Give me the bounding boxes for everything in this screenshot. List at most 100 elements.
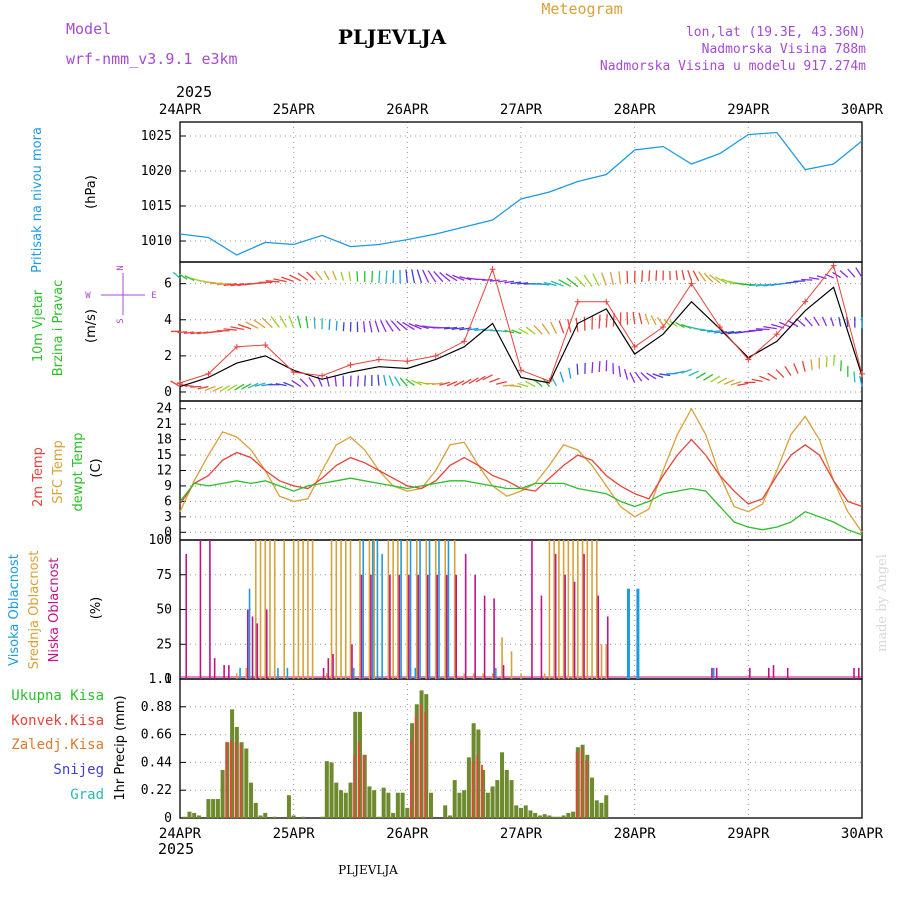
wind-barb — [197, 385, 209, 390]
precip-total-bar — [495, 780, 500, 818]
precip-total-bar — [471, 723, 476, 818]
precip-conv-bar — [419, 704, 422, 818]
wind-barb — [618, 271, 622, 285]
cloud-bar — [389, 574, 391, 679]
wind-barb — [652, 373, 664, 379]
precip-total-bar — [599, 802, 604, 818]
wind-barb — [388, 375, 394, 387]
wind-barb — [468, 377, 479, 385]
precip-total-bar — [528, 810, 533, 818]
cloud-bar — [332, 653, 334, 679]
cloud-bar — [199, 540, 202, 679]
wind-barb — [368, 320, 373, 333]
wind-barb — [840, 360, 842, 372]
cloud-bar — [447, 540, 450, 679]
wind-barb — [183, 331, 195, 335]
wind-barb — [518, 328, 529, 335]
wind-barb — [445, 273, 458, 282]
cloud-bar — [307, 540, 309, 679]
wind-barb — [541, 323, 550, 335]
wind-barb — [342, 322, 345, 332]
wind-barb — [669, 320, 678, 328]
cloud-bar — [501, 637, 503, 679]
precip-total-bar — [249, 782, 254, 818]
wind-barb — [414, 324, 429, 330]
wind-barb — [489, 377, 500, 383]
cloud-bar — [398, 574, 401, 679]
precip-total-bar — [263, 812, 268, 818]
cloud-bar — [236, 673, 238, 679]
precip-total-bar — [405, 807, 410, 818]
cloud-ylabel: (%) — [89, 597, 104, 620]
wind-barb — [305, 316, 309, 329]
gust-marker — [802, 298, 809, 305]
precip-total-bar — [514, 805, 519, 818]
wind-barb — [839, 270, 849, 278]
precip-total-bar — [386, 792, 391, 818]
wind-barb — [793, 363, 799, 374]
y-tick-label: 3 — [164, 510, 172, 525]
precip-total-bar — [585, 754, 590, 818]
y-tick-label: 75 — [156, 568, 172, 583]
cloud-bar — [715, 667, 718, 679]
wind-barb — [646, 372, 657, 380]
precip-total-bar — [230, 709, 235, 818]
y-tick-label: 1.1 — [149, 672, 172, 687]
wind-barb — [730, 380, 742, 386]
gust-marker — [404, 358, 411, 365]
cloud-bar — [408, 574, 410, 679]
wind-barb — [853, 371, 856, 383]
wind-barb — [583, 316, 586, 331]
wind-barb — [289, 274, 302, 282]
mid-cloud-label: Srednja Oblacnost — [27, 551, 42, 670]
y-tick-label: 0 — [164, 672, 172, 687]
precip-total-bar — [485, 792, 490, 818]
date-label-bottom: 27APR — [500, 826, 543, 842]
wind-barb — [443, 326, 458, 330]
precip-conv-bar — [410, 739, 412, 818]
y-tick-label: 25 — [156, 637, 172, 652]
wind-barb — [328, 319, 331, 330]
cloud-bar — [572, 540, 574, 679]
y-tick-label: 0.88 — [141, 700, 172, 715]
date-label-top: 27APR — [500, 102, 543, 118]
precip-total-bar — [286, 795, 291, 818]
wind-barb — [830, 317, 835, 327]
wind-barb — [688, 370, 699, 377]
gust-marker — [518, 367, 524, 374]
wind-barb — [693, 327, 706, 331]
wind-barb — [629, 372, 636, 383]
wind-barb — [751, 378, 763, 383]
compass-icon: N S W E — [85, 265, 156, 323]
cloud-bar — [426, 574, 429, 679]
wind-barb — [656, 316, 664, 326]
wind-barb — [178, 273, 188, 280]
cloud-bar — [392, 540, 394, 679]
precip-total-bar — [410, 723, 415, 818]
cloud-bar — [417, 574, 420, 679]
cloud-bar — [595, 540, 598, 679]
cloud-bar — [239, 667, 241, 679]
wind-barb — [275, 382, 287, 387]
wind-barb — [482, 374, 493, 381]
precip-total-bar — [604, 795, 609, 818]
wind-barb — [748, 283, 763, 287]
wind-barb — [212, 385, 223, 392]
compass-s: S — [116, 318, 126, 323]
precip-total-bar — [490, 786, 495, 818]
date-label-bottom: 26APR — [386, 826, 429, 842]
precip-total-bar — [192, 812, 197, 818]
wind-barb — [291, 379, 302, 388]
wind-barb — [254, 382, 266, 387]
wind-barb — [709, 274, 721, 284]
wind-barb — [374, 320, 380, 333]
cloud-bar — [553, 540, 555, 679]
cloud-bar — [444, 540, 447, 679]
precip-total-bar — [343, 792, 348, 818]
wind-barb — [446, 380, 458, 387]
wind-title-2: Brzina i Pravac — [51, 280, 66, 377]
temp-ylabel: (C) — [89, 458, 104, 477]
precip-conv-bar — [353, 754, 356, 818]
wind-barb — [795, 318, 806, 327]
